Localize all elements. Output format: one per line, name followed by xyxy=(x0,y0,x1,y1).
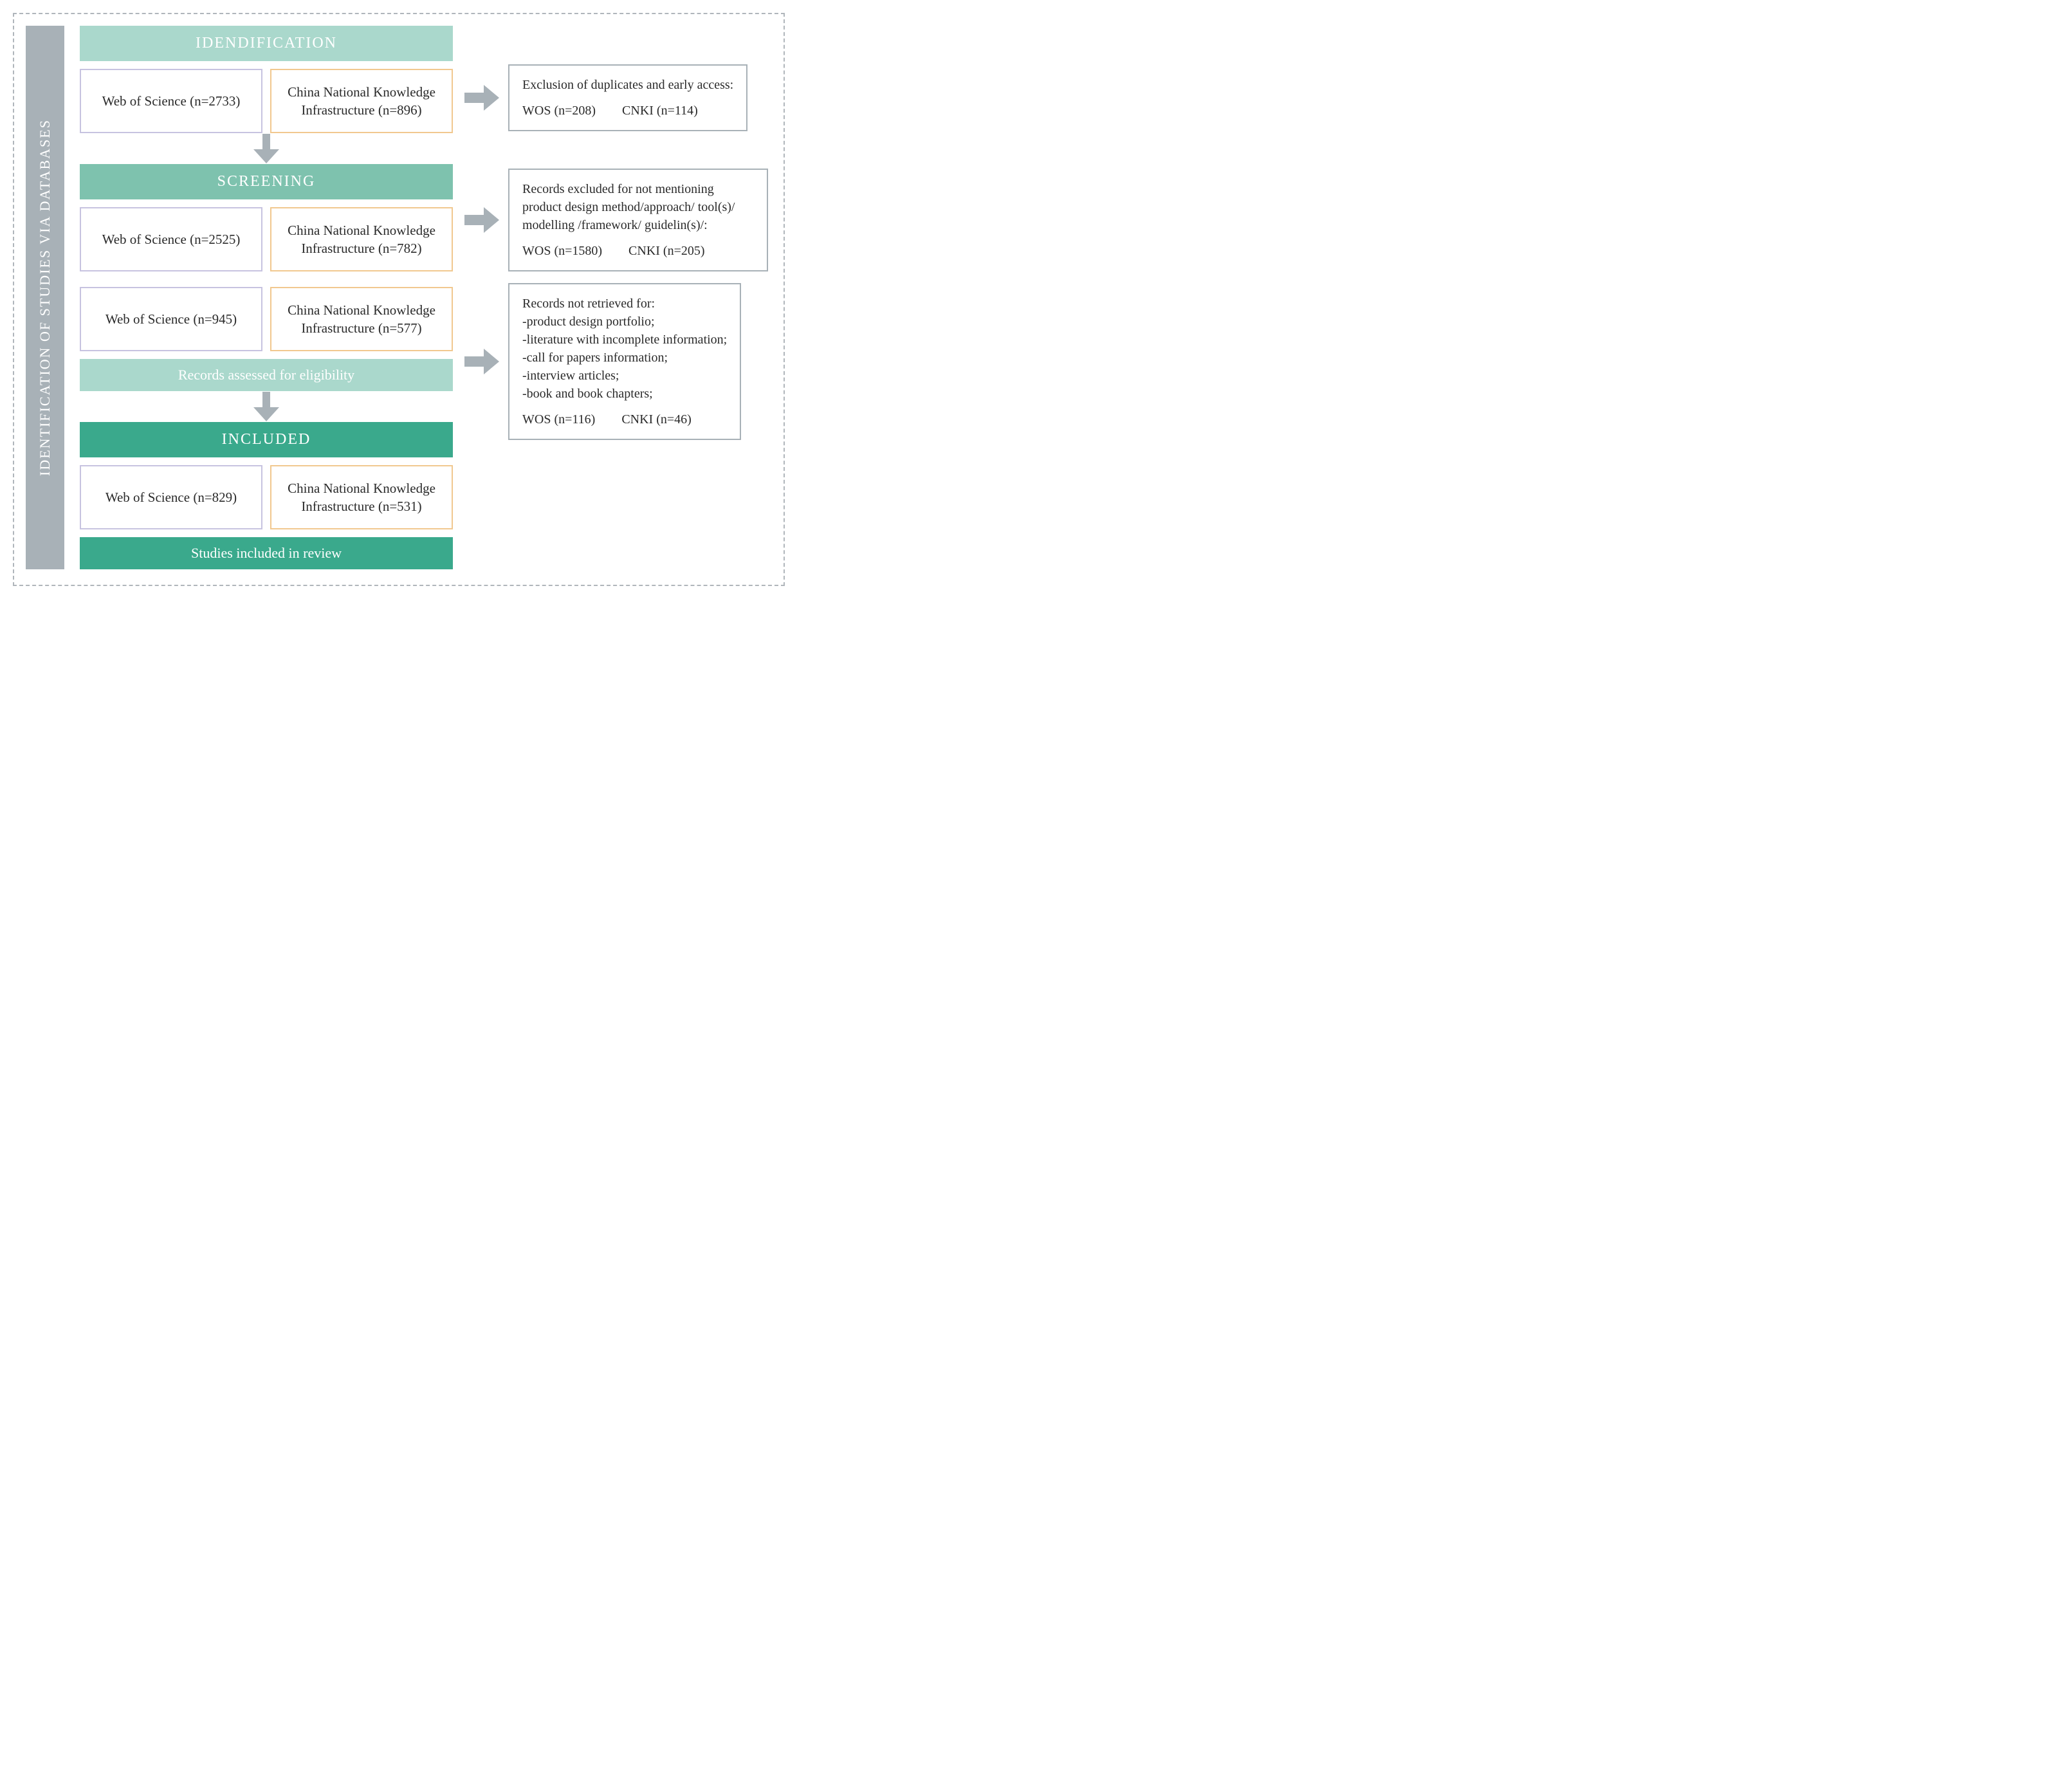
screening-row-1: Web of Science (n=2525) China National K… xyxy=(80,207,453,271)
cnki-box-screening-2: China National Knowledge Infrastructure … xyxy=(270,287,453,351)
excl3-title: Records not retrieved for: xyxy=(522,295,727,313)
excl3-item: -book and book chapters; xyxy=(522,385,727,403)
right-column: Exclusion of duplicates and early access… xyxy=(464,26,768,569)
cnki-box-screening-1: China National Knowledge Infrastructure … xyxy=(270,207,453,271)
identification-row: Web of Science (n=2733) China National K… xyxy=(80,69,453,133)
arrow-right-icon xyxy=(464,85,499,111)
cnki-box-identification: China National Knowledge Infrastructure … xyxy=(270,69,453,133)
arrow-right-icon xyxy=(464,349,499,374)
exclusion-box-3: Records not retrieved for: -product desi… xyxy=(508,283,741,440)
arrow-down-2 xyxy=(80,391,453,422)
excl3-item: -product design portfolio; xyxy=(522,313,727,331)
excl3-items: -product design portfolio;-literature wi… xyxy=(522,313,727,403)
excl1-counts: WOS (n=208) CNKI (n=114) xyxy=(522,102,733,120)
excl1-wos: WOS (n=208) xyxy=(522,104,596,118)
included-row: Web of Science (n=829) China National Kn… xyxy=(80,465,453,529)
arrow-down-1 xyxy=(80,133,453,164)
excl1-title: Exclusion of duplicates and early access… xyxy=(522,76,733,94)
arrow-down-icon xyxy=(253,392,279,421)
exclusion-row-2: Records excluded for not mentioning prod… xyxy=(464,169,768,271)
arrow-down-icon xyxy=(253,134,279,163)
excl3-item: -interview articles; xyxy=(522,367,727,385)
exclusion-box-1: Exclusion of duplicates and early access… xyxy=(508,64,747,131)
excl1-cnki: CNKI (n=114) xyxy=(622,104,698,118)
screening-row-2: Web of Science (n=945) China National Kn… xyxy=(80,287,453,351)
assessed-header: Records assessed for eligibility xyxy=(80,359,453,391)
excl3-wos: WOS (n=116) xyxy=(522,412,595,427)
included-header: INCLUDED xyxy=(80,422,453,457)
excl3-item: -call for papers information; xyxy=(522,349,727,367)
excl2-cnki: CNKI (n=205) xyxy=(628,244,705,258)
excl3-cnki: CNKI (n=46) xyxy=(621,412,692,427)
arrow-right-icon xyxy=(464,207,499,233)
cnki-box-included: China National Knowledge Infrastructure … xyxy=(270,465,453,529)
final-header: Studies included in review xyxy=(80,537,453,569)
left-column: IDENDIFICATION Web of Science (n=2733) C… xyxy=(80,26,453,569)
excl2-title: Records excluded for not mentioning prod… xyxy=(522,180,754,234)
identification-header: IDENDIFICATION xyxy=(80,26,453,61)
wos-box-screening-1: Web of Science (n=2525) xyxy=(80,207,262,271)
wos-box-included: Web of Science (n=829) xyxy=(80,465,262,529)
exclusion-box-2: Records excluded for not mentioning prod… xyxy=(508,169,768,271)
side-label: IDENTIFICATION OF STUDIES VIA DATABASES xyxy=(26,26,64,569)
excl2-wos: WOS (n=1580) xyxy=(522,244,602,258)
exclusion-row-1: Exclusion of duplicates and early access… xyxy=(464,64,768,131)
excl2-counts: WOS (n=1580) CNKI (n=205) xyxy=(522,242,754,260)
diagram-wrapper: IDENTIFICATION OF STUDIES VIA DATABASES … xyxy=(13,13,785,586)
excl3-counts: WOS (n=116) CNKI (n=46) xyxy=(522,410,727,428)
content: IDENDIFICATION Web of Science (n=2733) C… xyxy=(64,26,768,569)
exclusion-row-3: Records not retrieved for: -product desi… xyxy=(464,283,768,440)
wos-box-identification: Web of Science (n=2733) xyxy=(80,69,262,133)
wos-box-screening-2: Web of Science (n=945) xyxy=(80,287,262,351)
screening-header: SCREENING xyxy=(80,164,453,199)
excl3-item: -literature with incomplete information; xyxy=(522,331,727,349)
